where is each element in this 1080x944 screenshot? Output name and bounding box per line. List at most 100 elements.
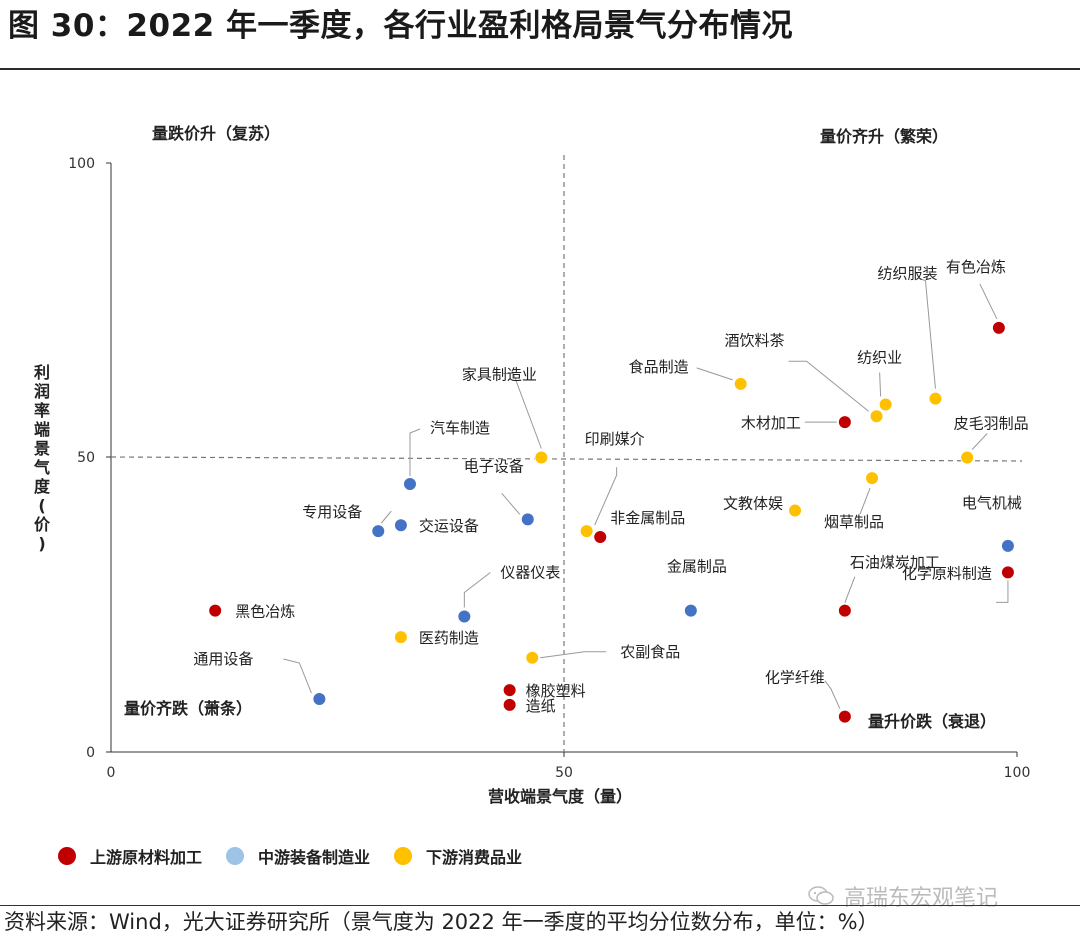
leader-line (971, 433, 988, 450)
point-label: 汽车制造 (430, 419, 490, 437)
quadrant-recovery-label: 量跌价升（复苏） (152, 124, 280, 143)
legend-swatch-downstream (394, 847, 413, 865)
point-label: 有色冶炼 (946, 258, 1006, 276)
point-label: 通用设备 (193, 650, 253, 668)
scatter-point (837, 709, 852, 724)
scatter-point (593, 530, 608, 545)
legend-swatch-upstream (58, 847, 76, 865)
scatter-point (928, 391, 943, 406)
scatter-point (525, 650, 540, 665)
chart-axes (106, 155, 1023, 757)
leader-lines (283, 278, 1009, 709)
source-note: 资料来源：Wind，光大证券研究所（景气度为 2022 年一季度的平均分位数分布… (4, 910, 879, 934)
leader-line (979, 283, 998, 320)
scatter-point (837, 415, 852, 430)
leader-line (463, 572, 491, 608)
point-label: 石油煤炭加工 (850, 554, 940, 572)
data-points (208, 320, 1015, 724)
watermark: 高瑞东宏观笔记 (808, 880, 998, 912)
x-tick-50: 50 (555, 765, 573, 781)
scatter-point (502, 683, 517, 698)
point-label: 化学纤维 (765, 669, 825, 687)
leader-line (503, 373, 542, 449)
leader-line (788, 360, 869, 412)
scatter-chart: 100 50 0 0 50 100 营收端景气度（量） 利润率端景气度(价) 量… (33, 124, 1031, 806)
leader-line (995, 580, 1009, 603)
scatter-point (371, 524, 386, 539)
point-label: 木材加工 (741, 414, 801, 432)
title-divider (0, 68, 1080, 70)
leader-line (501, 493, 521, 515)
leader-line (859, 487, 871, 515)
quadrant-depression-label: 量价齐跌（萧条） (124, 699, 252, 718)
point-label: 化学原料制造 (902, 564, 992, 582)
scatter-point (788, 503, 803, 518)
point-label: 文教体娱 (723, 495, 783, 513)
scatter-point (312, 691, 327, 706)
leader-line (380, 510, 392, 524)
point-label: 电气机械 (962, 494, 1022, 512)
quadrant-recession-label: 量升价跌（衰退） (868, 712, 996, 731)
point-label: 专用设备 (302, 503, 362, 521)
scatter-point (878, 397, 893, 412)
horizontal-divider (110, 456, 1023, 462)
chart-legend: 上游原材料加工 中游装备制造业 下游消费品业 (58, 844, 546, 868)
x-axis-label: 营收端景气度（量） (488, 787, 632, 806)
scatter-point (457, 609, 472, 624)
scatter-point (869, 409, 884, 424)
leader-line (540, 651, 607, 659)
legend-label-upstream: 上游原材料加工 (90, 848, 203, 867)
legend-item-upstream: 上游原材料加工 (58, 844, 202, 868)
scatter-point (991, 320, 1006, 335)
scatter-point (393, 630, 408, 645)
point-label: 纺织服装 (877, 265, 937, 283)
point-label: 非金属制品 (610, 509, 685, 527)
scatter-point (960, 450, 975, 465)
point-label: 酒饮料茶 (725, 331, 785, 349)
legend-swatch-midstream (226, 847, 245, 865)
scatter-point (733, 376, 748, 391)
point-label: 橡胶塑料 (526, 682, 586, 700)
point-label: 烟草制品 (824, 513, 884, 531)
legend-item-midstream: 中游装备制造业 (226, 844, 370, 868)
leader-line (696, 367, 733, 381)
quadrant-boom-label: 量价齐升（繁荣） (820, 127, 948, 146)
wechat-icon (808, 886, 834, 905)
legend-label-downstream: 下游消费品业 (426, 848, 523, 867)
point-label: 交运设备 (419, 517, 479, 535)
point-label: 金属制品 (667, 558, 727, 576)
scatter-point (402, 477, 417, 492)
point-label: 食品制造 (629, 358, 689, 376)
point-label: 纺织业 (857, 348, 902, 366)
scatter-point (865, 471, 880, 486)
point-label: 造纸 (526, 697, 556, 715)
scatter-point (683, 603, 698, 618)
leader-line (594, 467, 618, 526)
y-tick-0: 0 (86, 745, 95, 761)
point-label: 农副食品 (620, 643, 680, 661)
legend-item-downstream: 下游消费品业 (394, 844, 522, 868)
point-label: 电子设备 (464, 457, 524, 475)
leader-line (879, 372, 882, 397)
point-label: 仪器仪表 (500, 564, 560, 582)
point-label: 皮毛羽制品 (954, 415, 1029, 433)
scatter-point (1000, 538, 1015, 553)
leader-line (824, 680, 841, 709)
leader-line (283, 658, 312, 694)
x-tick-100: 100 (1004, 765, 1031, 781)
point-label: 家具制造业 (462, 366, 537, 384)
leader-line (919, 278, 936, 389)
scatter-point (837, 603, 852, 618)
point-label: 印刷媒介 (585, 430, 645, 448)
x-tick-0: 0 (107, 765, 116, 781)
point-label: 黑色冶炼 (235, 603, 295, 621)
y-tick-50: 50 (77, 450, 95, 466)
leader-line (844, 576, 856, 603)
y-tick-100: 100 (68, 156, 95, 172)
point-label: 医药制造 (419, 629, 479, 647)
source-divider (0, 905, 1080, 906)
scatter-point (502, 697, 517, 712)
scatter-point (208, 603, 223, 618)
figure-title: 图 30：2022 年一季度，各行业盈利格局景气分布情况 (8, 8, 794, 44)
